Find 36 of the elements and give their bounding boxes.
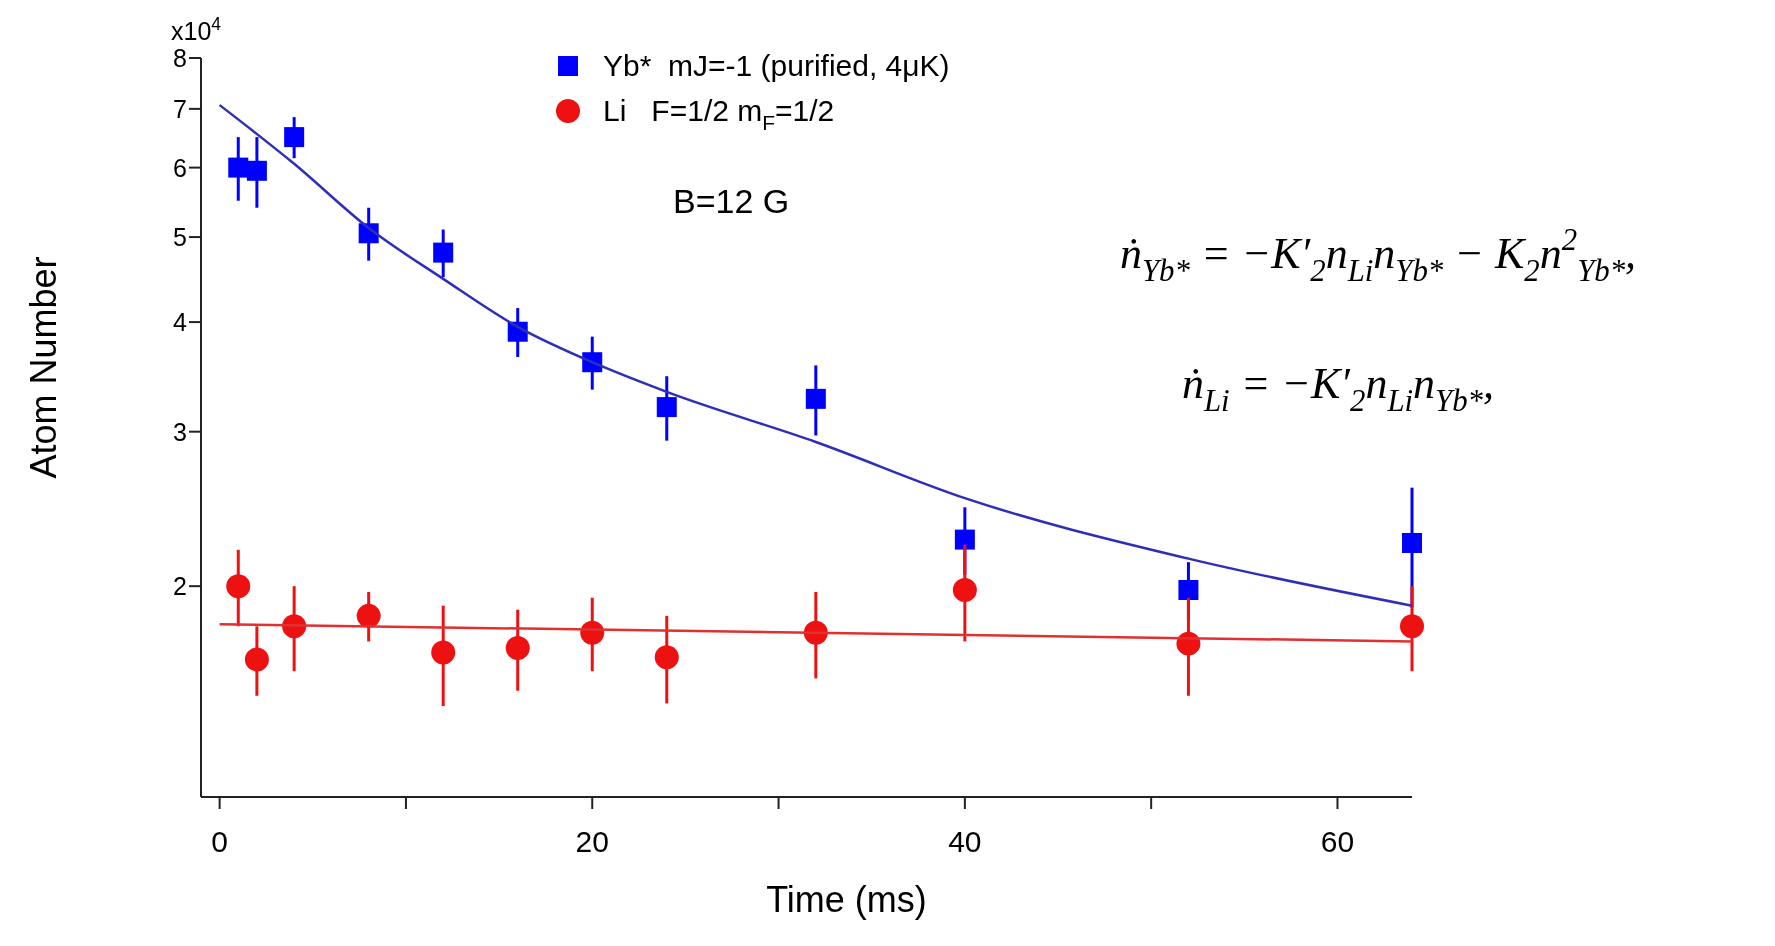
y-tick-label: 8 bbox=[173, 44, 187, 72]
point bbox=[356, 603, 381, 628]
text: ṅ$_{Yb*}$ = −K′$_{2}$n$_{Li}$n$_{Yb*}$ − K$_{2}$n$^{2}$$_{Yb*}$, bbox=[1119, 223, 1637, 289]
point bbox=[656, 397, 677, 418]
y-tick-label: 7 bbox=[173, 94, 187, 123]
legend-label: Li F=1/2 m$_{F}$=1/2 bbox=[603, 94, 835, 134]
point bbox=[952, 577, 977, 602]
point bbox=[284, 127, 305, 148]
y-tick-label: 2 bbox=[173, 572, 187, 601]
x-tick-label: 0 bbox=[211, 825, 228, 858]
annotation: B=12 G bbox=[673, 182, 790, 220]
point bbox=[505, 636, 530, 661]
point bbox=[954, 529, 975, 550]
x-tick-label: 20 bbox=[575, 825, 609, 858]
point bbox=[654, 645, 679, 670]
point bbox=[226, 574, 251, 599]
y-tick-label: 4 bbox=[173, 308, 188, 337]
text: ṅ$_{Li}$ = −K′$_{2}$n$_{Li}$n$_{Yb*}$, bbox=[1181, 359, 1495, 419]
y-axis-title: Atom Number bbox=[23, 256, 64, 479]
point bbox=[1402, 532, 1422, 553]
point bbox=[246, 160, 267, 181]
point bbox=[1178, 579, 1199, 600]
point bbox=[433, 242, 454, 263]
legend-label: Yb* mJ=-1 (purified, 4μK) bbox=[603, 49, 950, 82]
y-tick-label: 3 bbox=[173, 417, 187, 446]
point bbox=[805, 388, 826, 409]
point bbox=[431, 640, 456, 665]
point bbox=[228, 157, 249, 178]
x-axis-title: Time (ms) bbox=[766, 879, 927, 920]
y-tick-label: 5 bbox=[173, 223, 187, 252]
text: x10$^{4}$ bbox=[171, 14, 222, 45]
point bbox=[1400, 614, 1424, 639]
point bbox=[244, 647, 269, 672]
y-tick-label: 6 bbox=[173, 153, 187, 182]
x-tick-label: 40 bbox=[948, 825, 982, 858]
x-tick-label: 60 bbox=[1320, 825, 1355, 858]
